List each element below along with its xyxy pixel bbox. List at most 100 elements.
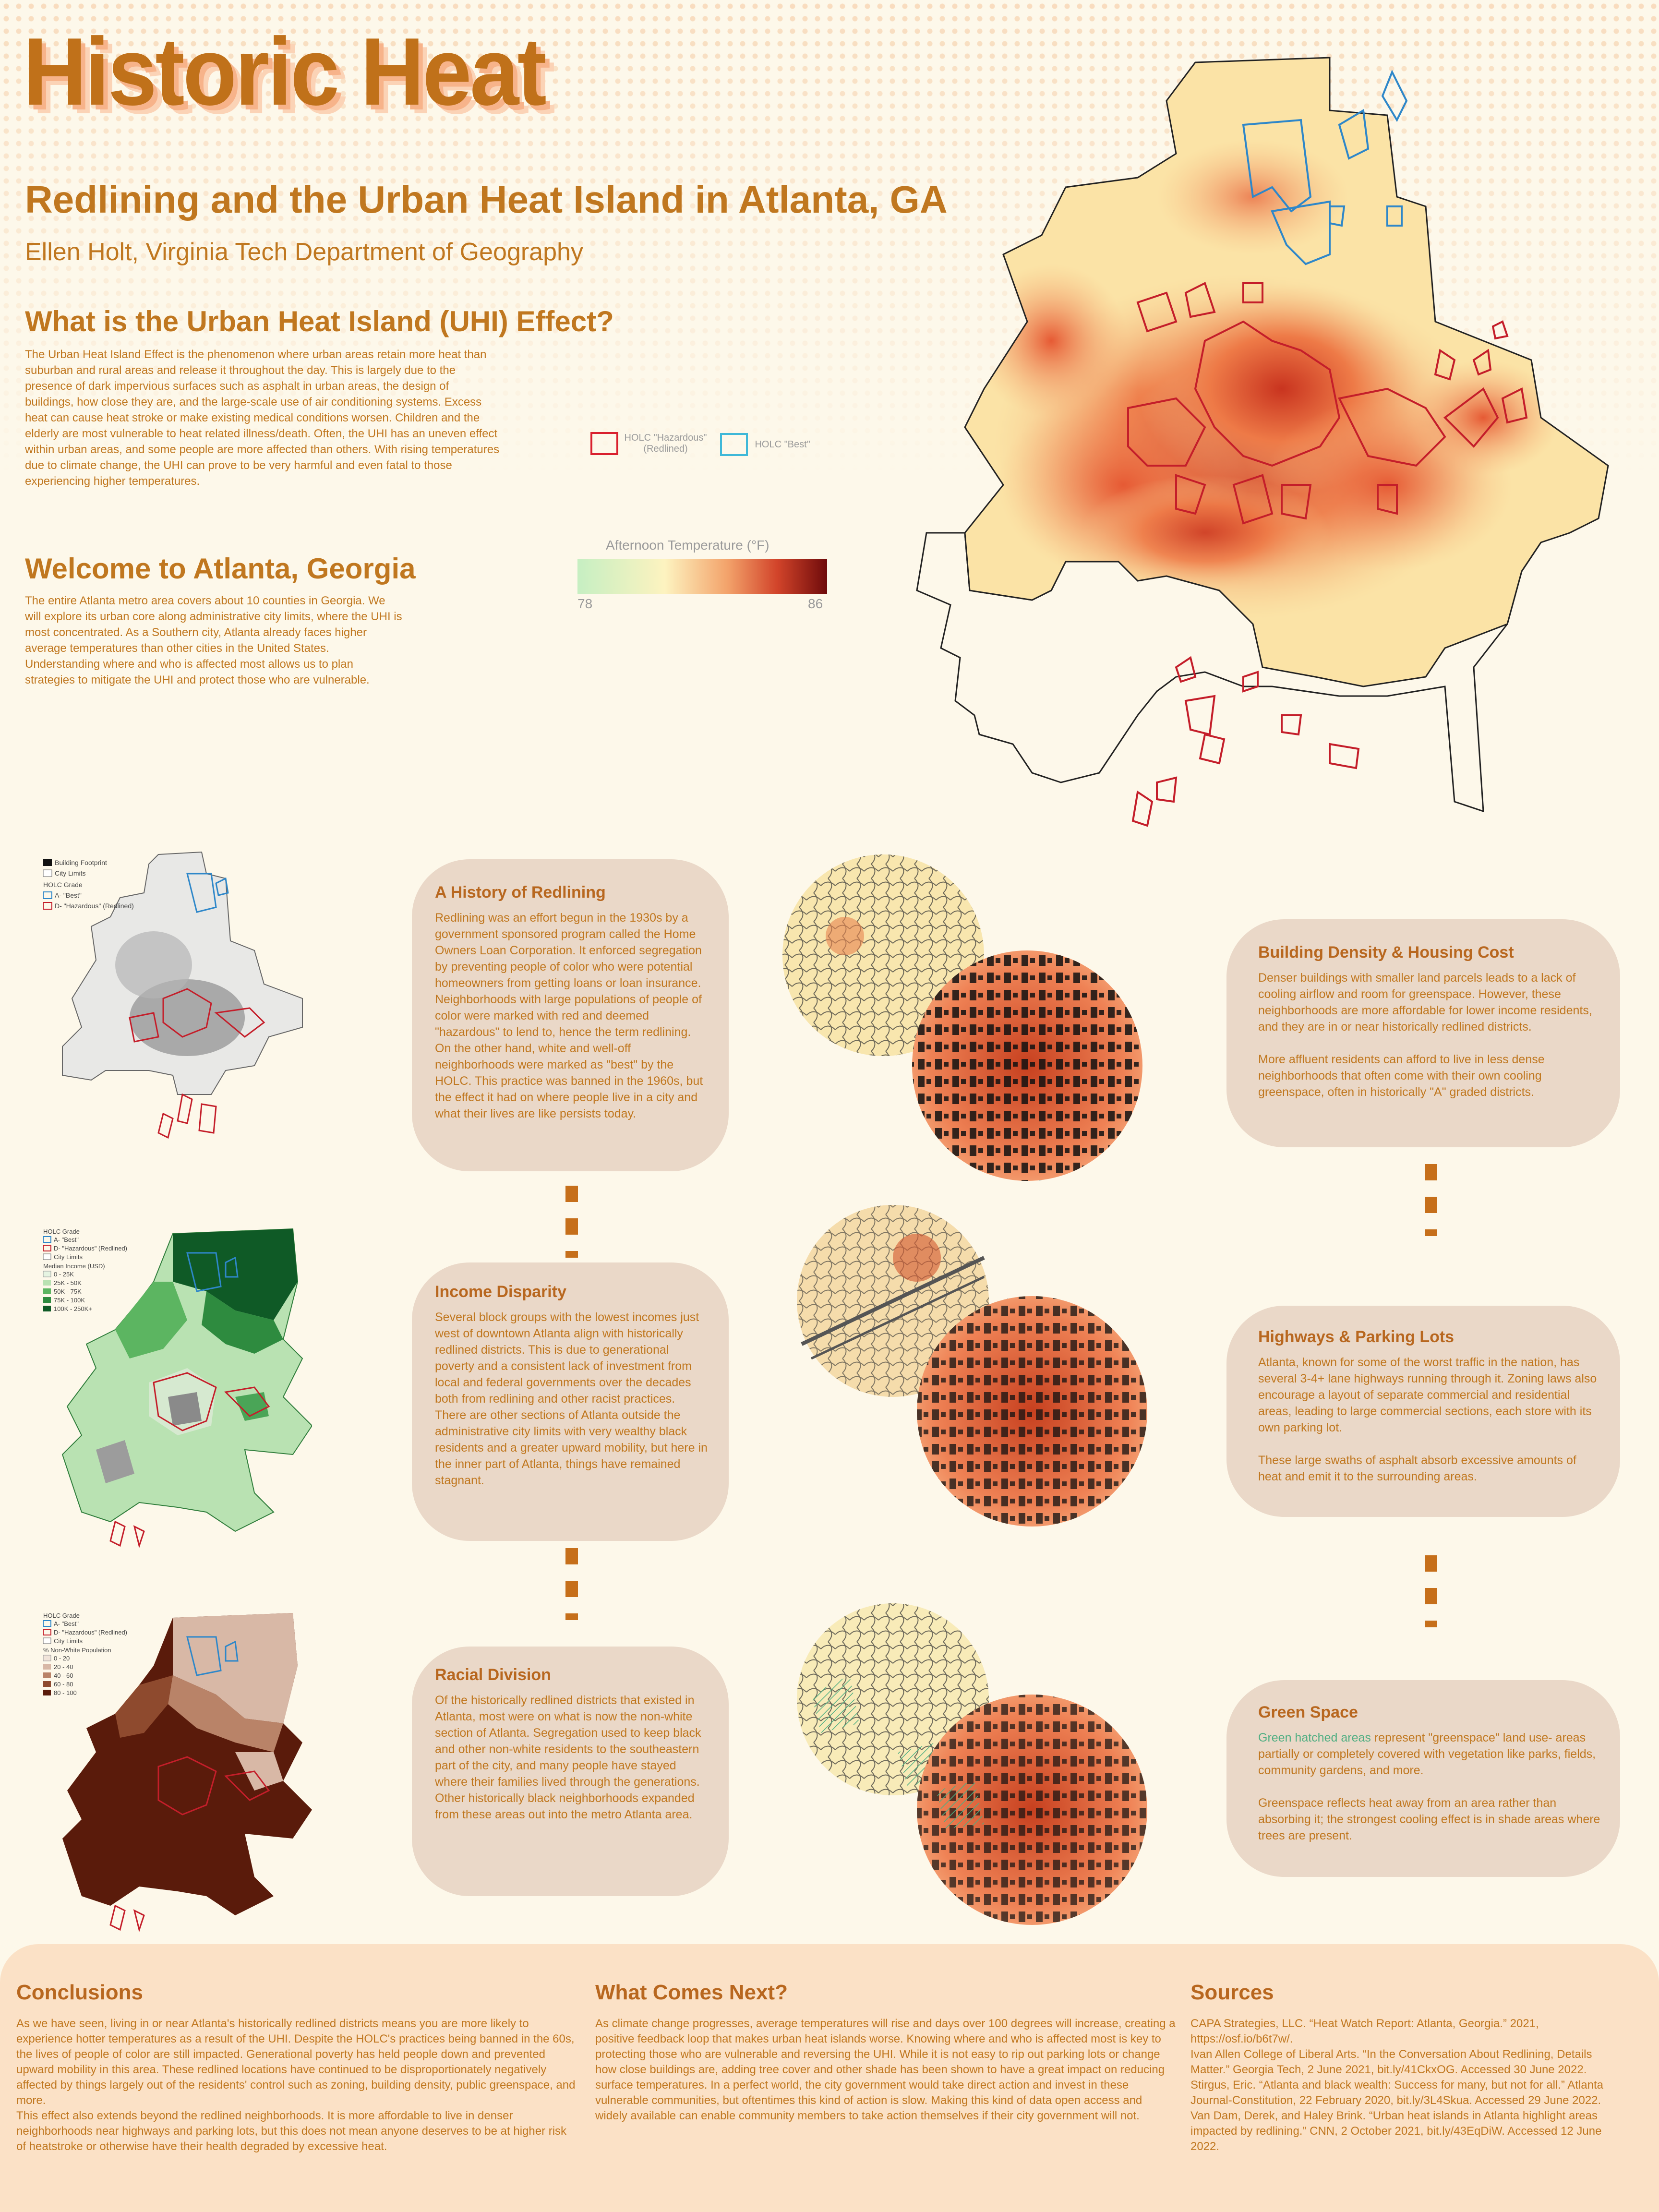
uhi-body: The Urban Heat Island Effect is the phen…: [25, 348, 500, 488]
green-body-1: represent "greenspace" land use- areas p…: [1258, 1731, 1596, 1777]
highways-title: Highways & Parking Lots: [1258, 1328, 1455, 1346]
legend-text: 100K - 250K+: [54, 1305, 92, 1312]
best-swatch: [720, 433, 748, 456]
highway-detail-circles: [797, 1205, 1147, 1527]
redlining-title: A History of Redlining: [435, 883, 606, 902]
greenspace-detail-circles: [797, 1603, 1147, 1925]
conclusions-body-2: This effect also extends beyond the redl…: [16, 2109, 567, 2153]
legend-text: A- "Best": [55, 891, 82, 899]
atlanta-heat-map: [916, 57, 1609, 827]
legend-swatch-race: [43, 1655, 51, 1661]
legend-swatch-building: [43, 859, 52, 866]
legend-text: Building Footprint: [55, 859, 107, 866]
legend-swatch-city: [43, 1637, 51, 1644]
building-footprint-map: Building Footprint City Limits HOLC Grad…: [43, 851, 303, 1139]
legend-text: HOLC Grade: [43, 881, 83, 889]
temp-max-label: 86: [808, 596, 823, 611]
connector: [1425, 1164, 1437, 1236]
legend-swatch-income: [43, 1297, 51, 1303]
redlining-history-card: A History of Redlining Redlining was an …: [412, 859, 729, 1171]
legend-text: 0 - 20: [54, 1655, 70, 1662]
green-body-2: Greenspace reflects heat away from an ar…: [1258, 1796, 1600, 1842]
legend-text: D- "Hazardous" (Redlined): [55, 902, 134, 910]
hazardous-sub: (Redlined): [643, 444, 688, 454]
racial-body: Of the historically redlined districts t…: [435, 1694, 701, 1821]
legend-text: A- "Best": [54, 1620, 79, 1627]
legend-text: City Limits: [55, 869, 86, 877]
temp-legend-title: Afternoon Temperature (°F): [606, 538, 769, 553]
green-title: Green Space: [1258, 1703, 1358, 1721]
legend-swatch-hazardous: [43, 902, 52, 910]
legend-text: 0 - 25K: [54, 1271, 74, 1278]
legend-text: 20 - 40: [54, 1663, 73, 1671]
legend-swatch-race: [43, 1664, 51, 1670]
legend-text: 40 - 60: [54, 1672, 73, 1679]
next-heading: What Comes Next?: [595, 1981, 788, 2004]
legend-text: HOLC Grade: [43, 1228, 80, 1235]
legend-swatch-city: [43, 1253, 51, 1260]
source-item: Van Dam, Derek, and Haley Brink. “Urban …: [1190, 2109, 1602, 2153]
legend-swatch-income: [43, 1271, 51, 1277]
legend-text: D- "Hazardous" (Redlined): [54, 1245, 127, 1252]
legend-swatch-income: [43, 1288, 51, 1294]
highways-body-1: Atlanta, known for some of the worst tra…: [1258, 1356, 1597, 1434]
racial-title: Racial Division: [435, 1666, 551, 1684]
hazardous-swatch: [590, 432, 618, 455]
next-body: As climate change progresses, average te…: [595, 2017, 1176, 2122]
redlining-body: Redlining was an effort begun in the 193…: [435, 911, 703, 1120]
legend-text: 50K - 75K: [54, 1288, 82, 1295]
legend-swatch-best: [43, 891, 52, 899]
poster-author: Ellen Holt, Virginia Tech Department of …: [25, 238, 583, 266]
connector: [565, 1186, 578, 1258]
density-body-1: Denser buildings with smaller land parce…: [1258, 971, 1592, 1034]
income-disparity-card: Income Disparity Several block groups wi…: [412, 1262, 729, 1541]
conclusions-body-1: As we have seen, living in or near Atlan…: [16, 2017, 576, 2107]
legend-text: 25K - 50K: [54, 1279, 82, 1286]
legend-text: City Limits: [54, 1253, 83, 1261]
legend-text: A- "Best": [54, 1236, 79, 1243]
legend-swatch-income: [43, 1280, 51, 1286]
legend-swatch-hazardous: [43, 1245, 51, 1251]
legend-swatch-income: [43, 1306, 51, 1311]
legend-text: Median Income (USD): [43, 1262, 105, 1270]
best-label: HOLC "Best": [755, 439, 810, 450]
legend-swatch-hazardous: [43, 1629, 51, 1635]
racial-division-card: Racial Division Of the historically redl…: [412, 1647, 729, 1896]
median-income-map: HOLC Grade A- "Best" D- "Hazardous" (Red…: [43, 1228, 312, 1549]
conclusions-heading: Conclusions: [16, 1981, 144, 2004]
building-density-card: Building Density & Housing Cost Denser b…: [1226, 919, 1620, 1147]
legend-swatch-race: [43, 1681, 51, 1687]
legend-swatch-race: [43, 1690, 51, 1695]
income-body: Several block groups with the lowest inc…: [435, 1310, 708, 1487]
green-space-card: Green Space Green hatched areas represen…: [1226, 1680, 1620, 1877]
legend-text: 60 - 80: [54, 1681, 73, 1688]
hazardous-label: HOLC "Hazardous": [624, 433, 707, 443]
legend-text: HOLC Grade: [43, 1612, 80, 1619]
bottom-panel: Conclusions As we have seen, living in o…: [0, 1944, 1659, 2212]
legend-text: City Limits: [54, 1637, 83, 1645]
poster-title: Historic Heat: [23, 18, 547, 125]
connector: [1425, 1555, 1437, 1627]
highways-parking-card: Highways & Parking Lots Atlanta, known f…: [1226, 1306, 1620, 1517]
holc-hazardous-legend: HOLC "Hazardous" (Redlined): [590, 432, 707, 455]
density-detail-circles: [782, 854, 1142, 1181]
legend-text: 75K - 100K: [54, 1297, 85, 1304]
density-body-2: More affluent residents can afford to li…: [1258, 1053, 1545, 1099]
uhi-heading: What is the Urban Heat Island (UHI) Effe…: [25, 305, 614, 337]
conclusions-body: As we have seen, living in or near Atlan…: [16, 2016, 578, 2154]
welcome-body: The entire Atlanta metro area covers abo…: [25, 594, 402, 686]
legend-swatch-best: [43, 1620, 51, 1627]
density-title: Building Density & Housing Cost: [1258, 943, 1514, 962]
welcome-heading: Welcome to Atlanta, Georgia: [25, 553, 416, 585]
sources-heading: Sources: [1190, 1981, 1274, 2004]
connector: [565, 1548, 578, 1620]
temp-min-label: 78: [577, 596, 593, 611]
legend-swatch-best: [43, 1236, 51, 1243]
temp-gradient-bar: [577, 559, 827, 594]
sources-list: CAPA Strategies, LLC. “Heat Watch Report…: [1190, 2016, 1632, 2154]
non-white-population-map: HOLC Grade A- "Best" D- "Hazardous" (Red…: [43, 1612, 312, 1933]
legend-text: 80 - 100: [54, 1689, 77, 1696]
legend-swatch-race: [43, 1672, 51, 1678]
income-title: Income Disparity: [435, 1283, 566, 1301]
highways-body-2: These large swaths of asphalt absorb exc…: [1258, 1454, 1576, 1483]
